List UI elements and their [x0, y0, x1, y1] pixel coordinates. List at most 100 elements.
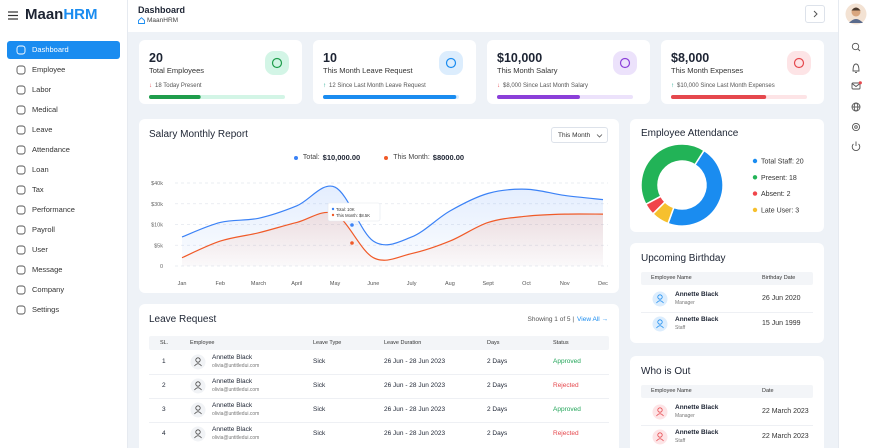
person-role: Staff [675, 438, 686, 444]
x-tick-label: Sept [483, 281, 495, 287]
menu-icon-shape [16, 185, 26, 195]
avatar-body [656, 325, 664, 329]
date-cell: 15 Jun 1999 [762, 320, 801, 327]
legend-item: Total: $10,000.00 [293, 153, 360, 162]
person-role: Staff [675, 325, 686, 331]
legend-name: This Month: [393, 154, 430, 161]
leave-days: 2 Days [487, 430, 508, 437]
sl-cell: 4 [162, 430, 166, 437]
avatar-body [656, 413, 664, 417]
stat-note-text: 12 Since Last Month Leave Request [329, 83, 426, 89]
menu-icon [16, 85, 26, 95]
menu-icon-shape [16, 265, 26, 275]
menu-label: Labor [32, 85, 52, 94]
collapse-button[interactable] [805, 5, 825, 23]
menu-icon [16, 145, 26, 155]
date-cell: 22 March 2023 [762, 408, 809, 415]
language-icon[interactable] [851, 102, 861, 112]
x-tick-label: Oct [522, 281, 531, 287]
page-title: Dashboard [138, 5, 186, 15]
stat-value: $10,000 [497, 51, 543, 65]
menu-toggle[interactable] [8, 11, 18, 20]
donut-segment [651, 200, 675, 225]
menu-label: User [32, 245, 48, 254]
menu-icon-shape [16, 305, 26, 315]
settings-icon[interactable] [851, 122, 861, 132]
menu-item[interactable]: Attendance [7, 141, 120, 159]
search-icon[interactable] [851, 42, 861, 52]
menu-item[interactable]: Leave [7, 121, 120, 139]
person-role: Manager [675, 413, 695, 419]
stat-label: Total Employees [149, 66, 205, 75]
avatar-head [657, 319, 663, 325]
x-tick-label: June [367, 281, 379, 287]
employee-name: Annette Black [212, 426, 253, 433]
menu-item[interactable]: Dashboard [7, 41, 120, 59]
menu-item[interactable]: User [7, 241, 120, 259]
menu-icon [16, 165, 26, 175]
avatar-body [656, 300, 664, 304]
progress-fill [671, 95, 767, 99]
menu-icon-shape [16, 165, 26, 175]
avatar-head [195, 357, 201, 363]
person-name: Annette Black [675, 429, 719, 436]
row-divider [149, 398, 609, 399]
stat-icon-glyph [793, 57, 805, 69]
notification-icon[interactable] [852, 63, 860, 73]
menu-label: Medical [32, 105, 58, 114]
menu-icon-shape [16, 225, 26, 235]
stat-progress [497, 95, 633, 99]
menu-item[interactable]: Performance [7, 201, 120, 219]
mail-icon[interactable] [851, 82, 861, 90]
leave-duration: 26 Jun - 28 Jun 2023 [384, 382, 446, 389]
stat-note: ↓ 18 Today Present [149, 83, 202, 89]
stat-note: ↓ $8,000 Since Last Month Salary [497, 83, 588, 89]
menu-item[interactable]: Settings [7, 301, 120, 319]
menu-item[interactable]: Employee [7, 61, 120, 79]
donut-segment [667, 149, 724, 227]
legend-dot [752, 158, 758, 164]
employee-email: olivia@untitledui.com [212, 363, 260, 369]
person-name: Annette Black [675, 316, 719, 323]
legend-dot [752, 175, 758, 180]
menu-label: Payroll [32, 225, 55, 234]
y-tick-label: $10k [151, 223, 163, 229]
column-header: Birthday Date [762, 275, 796, 281]
menu-icon-shape [16, 65, 26, 75]
legend-name: Total: [302, 154, 320, 161]
person-name: Annette Black [675, 404, 719, 411]
stat-value: 10 [323, 51, 337, 65]
menu-item[interactable]: Company [7, 281, 120, 299]
view-all-link[interactable]: View All → [577, 316, 608, 323]
donut-chart: Total Staff: 20 Present: 18 Absent: 2 Late … [640, 143, 804, 227]
table-header-bg [641, 385, 813, 398]
stat-note: ↑ $10,000 Since Last Month Expenses [671, 83, 775, 89]
employee-name: Annette Black [212, 354, 253, 361]
menu-item[interactable]: Payroll [7, 221, 120, 239]
stat-note-text: $10,000 Since Last Month Expenses [677, 83, 775, 89]
stat-label: This Month Salary [497, 66, 558, 75]
menu-item[interactable]: Labor [7, 81, 120, 99]
hover-dot [350, 223, 354, 227]
period-dropdown[interactable]: This Month [551, 127, 608, 143]
stat-note: ↑ 12 Since Last Month Leave Request [323, 83, 426, 89]
stat-progress [323, 95, 459, 99]
user-avatar[interactable] [845, 3, 867, 25]
row-divider [149, 374, 609, 375]
mail-badge [858, 81, 862, 85]
stat-card: 20 Total Employees ↓ 18 Today Present [139, 40, 302, 104]
who-is_out-card: Who is Out Employee Name Date Annette Black… [630, 356, 824, 448]
right-rail [838, 0, 873, 448]
avatar-body [194, 387, 202, 391]
menu-item[interactable]: Loan [7, 161, 120, 179]
menu-item[interactable]: Tax [7, 181, 120, 199]
legend-label: Total Staff: 20 [761, 159, 804, 166]
menu-item[interactable]: Medical [7, 101, 120, 119]
logout-icon[interactable] [851, 141, 861, 152]
logo-accent: HRM [63, 6, 98, 23]
menu-icon [16, 245, 26, 255]
period-label: This Month [558, 132, 591, 139]
menu-item[interactable]: Message [7, 261, 120, 279]
stat-note-text: 18 Today Present [155, 83, 202, 89]
y-tick-label: $30k [151, 202, 163, 208]
